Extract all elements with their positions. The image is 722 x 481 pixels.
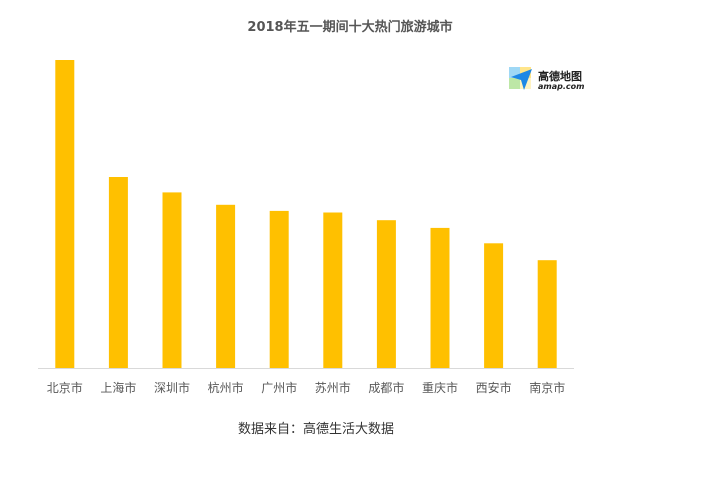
bar-8 <box>430 227 450 368</box>
x-tick-labels: 北京市 上海市 深圳市 杭州市 广州市 苏州市 成都市 重庆市 西安市 南京市 <box>47 380 565 395</box>
bar-7 <box>376 220 396 368</box>
bar-9 <box>484 243 504 368</box>
x-tick-label: 成都市 <box>368 380 404 395</box>
bar-6 <box>323 212 343 368</box>
logo-name: 高德地图 <box>538 70 582 83</box>
x-tick-label: 北京市 <box>47 380 83 395</box>
logo-domain: amap.com <box>538 82 585 91</box>
x-tick-label: 广州市 <box>261 380 297 395</box>
bar-3 <box>162 192 182 368</box>
amap-logo-icon <box>509 67 532 90</box>
amap-logo: 高德地图 amap.com <box>508 66 598 96</box>
x-tick-label: 深圳市 <box>154 380 190 395</box>
x-tick-label: 杭州市 <box>208 380 244 395</box>
bar-1 <box>55 60 75 368</box>
bar-10 <box>537 260 557 368</box>
bar-5 <box>269 210 289 368</box>
x-tick-label: 上海市 <box>100 380 136 395</box>
x-tick-label: 重庆市 <box>422 380 458 395</box>
x-tick-label: 南京市 <box>529 380 565 395</box>
data-source-note: 数据来自：高德生活大数据 <box>237 422 394 437</box>
chart-title: 2018年五一期间十大热门旅游城市 <box>247 20 453 35</box>
bars-group <box>55 60 557 368</box>
x-tick-label: 西安市 <box>476 380 512 395</box>
bar-2 <box>108 177 128 368</box>
bar-4 <box>216 204 236 368</box>
x-tick-label: 苏州市 <box>315 380 351 395</box>
